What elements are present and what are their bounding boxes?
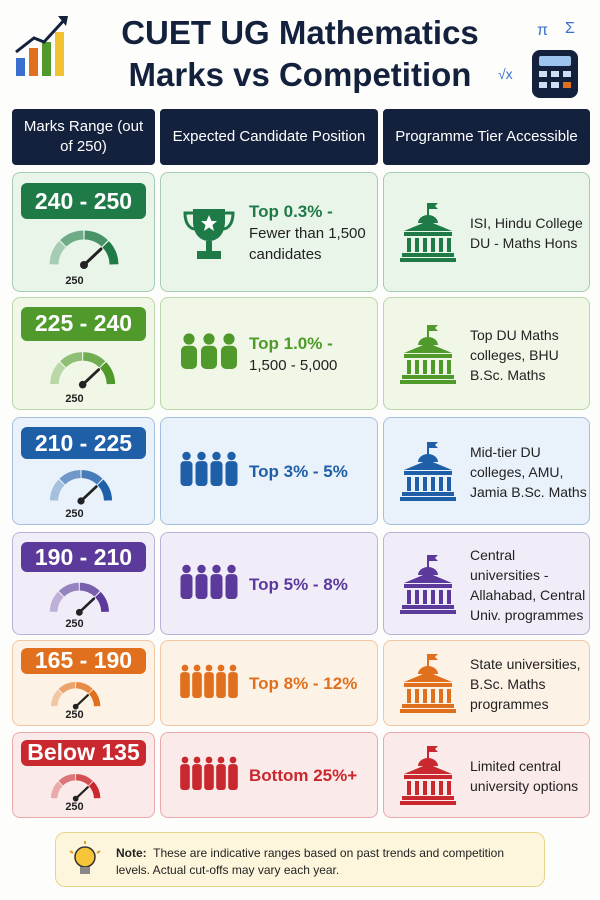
range-badge: 190 - 210 (21, 541, 146, 573)
programme-cell: Mid-tier DU colleges, AMU, Jamia B.Sc. M… (383, 417, 590, 525)
position-text: Top 3% - 5% (249, 418, 377, 526)
programme-list: Top DU Maths colleges, BHU B.Sc. Maths (470, 326, 559, 383)
programme-text: Mid-tier DU colleges, AMU, Jamia B.Sc. M… (470, 418, 588, 526)
programme-text: State universities, B.Sc. Maths programm… (470, 641, 588, 727)
table-row: 225 - 240 250 Top 1.0% - 1,500 - 5,000 Top … (0, 297, 600, 410)
range-cell: 210 - 225 250 (12, 417, 155, 525)
note: Note: These are indicative ranges based … (55, 832, 545, 887)
programme-text: Central universities - Allahabad, Centra… (470, 533, 588, 636)
people-icon (180, 451, 238, 486)
position-detail: 1,500 - 5,000 (249, 357, 338, 374)
programme-text: Limited central university options (470, 733, 588, 819)
gauge (49, 352, 115, 389)
position-highlight: Bottom 25%+ (249, 766, 358, 785)
gauge-label: 250 (65, 393, 84, 405)
programme-list: Central universities - Allahabad, Centra… (470, 546, 586, 623)
gauge (49, 469, 113, 505)
position-cell: Top 5% - 8% (160, 532, 378, 635)
programme-list: Mid-tier DU colleges, AMU, Jamia B.Sc. M… (470, 444, 587, 500)
building-icon (400, 324, 456, 384)
building-icon (400, 203, 456, 262)
table-row: 165 - 190 250 Top 8% - 12% State universit… (0, 640, 600, 726)
programme-cell: Top DU Maths colleges, BHU B.Sc. Maths (383, 297, 590, 410)
building-icon (400, 442, 456, 501)
gauge (50, 582, 110, 616)
note-text: Note: These are indicative ranges based … (116, 845, 536, 879)
note-label: Note: (116, 846, 147, 860)
position-text: Top 1.0% - 1,500 - 5,000 (249, 298, 377, 411)
gauge (49, 230, 119, 269)
position-highlight: Top 8% - 12% (249, 674, 358, 693)
position-highlight: Top 1.0% - (249, 334, 333, 353)
programme-cell: Central universities - Allahabad, Centra… (383, 532, 590, 635)
programme-cell: ISI, Hindu College DU - Maths Hons (383, 172, 590, 292)
programme-cell: State universities, B.Sc. Maths programm… (383, 640, 590, 726)
table-row: 210 - 225 250 Top 3% - 5% Mid-tier DU coll… (0, 417, 600, 525)
position-cell: Bottom 25%+ (160, 732, 378, 818)
position-cell: Top 3% - 5% (160, 417, 378, 525)
gauge-label: 250 (65, 275, 84, 287)
gauge-label: 250 (65, 508, 84, 520)
position-detail: Fewer than 1,500 candidates (249, 225, 366, 263)
people-icon (181, 332, 237, 369)
position-cell: Top 1.0% - 1,500 - 5,000 (160, 297, 378, 410)
position-text: Bottom 25%+ (249, 733, 377, 819)
note-body: These are indicative ranges based on pas… (116, 846, 505, 877)
position-highlight: Top 5% - 8% (249, 574, 348, 594)
range-cell: 225 - 240 250 (12, 297, 155, 410)
column-header: Marks Range (out of 250) (12, 109, 155, 165)
math-symbol: √x (498, 66, 513, 82)
building-icon (400, 554, 456, 614)
people-icon (180, 564, 238, 599)
title: CUET UG Mathematics Marks vs Competition (121, 14, 479, 93)
programme-cell: Limited central university options (383, 732, 590, 818)
position-text: Top 5% - 8% (249, 533, 377, 636)
range-cell: Below 135 250 (12, 732, 155, 818)
table-row: Below 135 250 Bottom 25%+ Limited central … (0, 732, 600, 818)
people-icon (180, 664, 238, 698)
table-row: 240 - 250 250 Top 0.3% - Fewer than 1,500 … (0, 172, 600, 292)
range-badge: 165 - 190 (21, 647, 146, 674)
programme-text: ISI, Hindu College DU - Maths Hons (470, 173, 588, 293)
gauge-label: 250 (65, 801, 84, 813)
gauge (50, 682, 101, 710)
trophy-icon (183, 209, 235, 259)
chart-icon (15, 16, 68, 76)
math-symbol: π (537, 22, 549, 39)
range-badge: 240 - 250 (21, 183, 146, 219)
range-badge: Below 135 (21, 739, 146, 766)
programme-list: State universities, B.Sc. Maths programm… (470, 656, 581, 712)
gauge-label: 250 (65, 618, 84, 630)
table-row: 190 - 210 250 Top 5% - 8% Central universi… (0, 532, 600, 635)
range-badge: 210 - 225 (21, 427, 146, 460)
position-highlight: Top 3% - 5% (249, 462, 348, 481)
programme-list: ISI, Hindu College DU - Maths Hons (470, 215, 583, 251)
position-highlight: Top 0.3% - (249, 202, 333, 221)
building-icon (400, 654, 456, 713)
programme-text: Top DU Maths colleges, BHU B.Sc. Maths (470, 298, 588, 411)
range-badge: 225 - 240 (21, 307, 146, 342)
calculator-icon (532, 50, 578, 98)
building-icon (400, 746, 456, 805)
column-header: Programme Tier Accessible (383, 109, 590, 165)
position-cell: Top 8% - 12% (160, 640, 378, 726)
range-cell: 165 - 190 250 (12, 640, 155, 726)
bulb-icon (69, 841, 101, 874)
column-header: Expected Candidate Position (160, 109, 378, 165)
range-cell: 190 - 210 250 (12, 532, 155, 635)
position-text: Top 8% - 12% (249, 641, 377, 727)
gauge (50, 774, 101, 802)
gauge-label: 250 (65, 709, 84, 721)
range-cell: 240 - 250 250 (12, 172, 155, 292)
people-icon (180, 756, 238, 790)
math-symbol: Σ (565, 20, 575, 37)
programme-list: Limited central university options (470, 758, 579, 794)
position-cell: Top 0.3% - Fewer than 1,500 candidates (160, 172, 378, 292)
position-text: Top 0.3% - Fewer than 1,500 candidates (249, 173, 377, 293)
